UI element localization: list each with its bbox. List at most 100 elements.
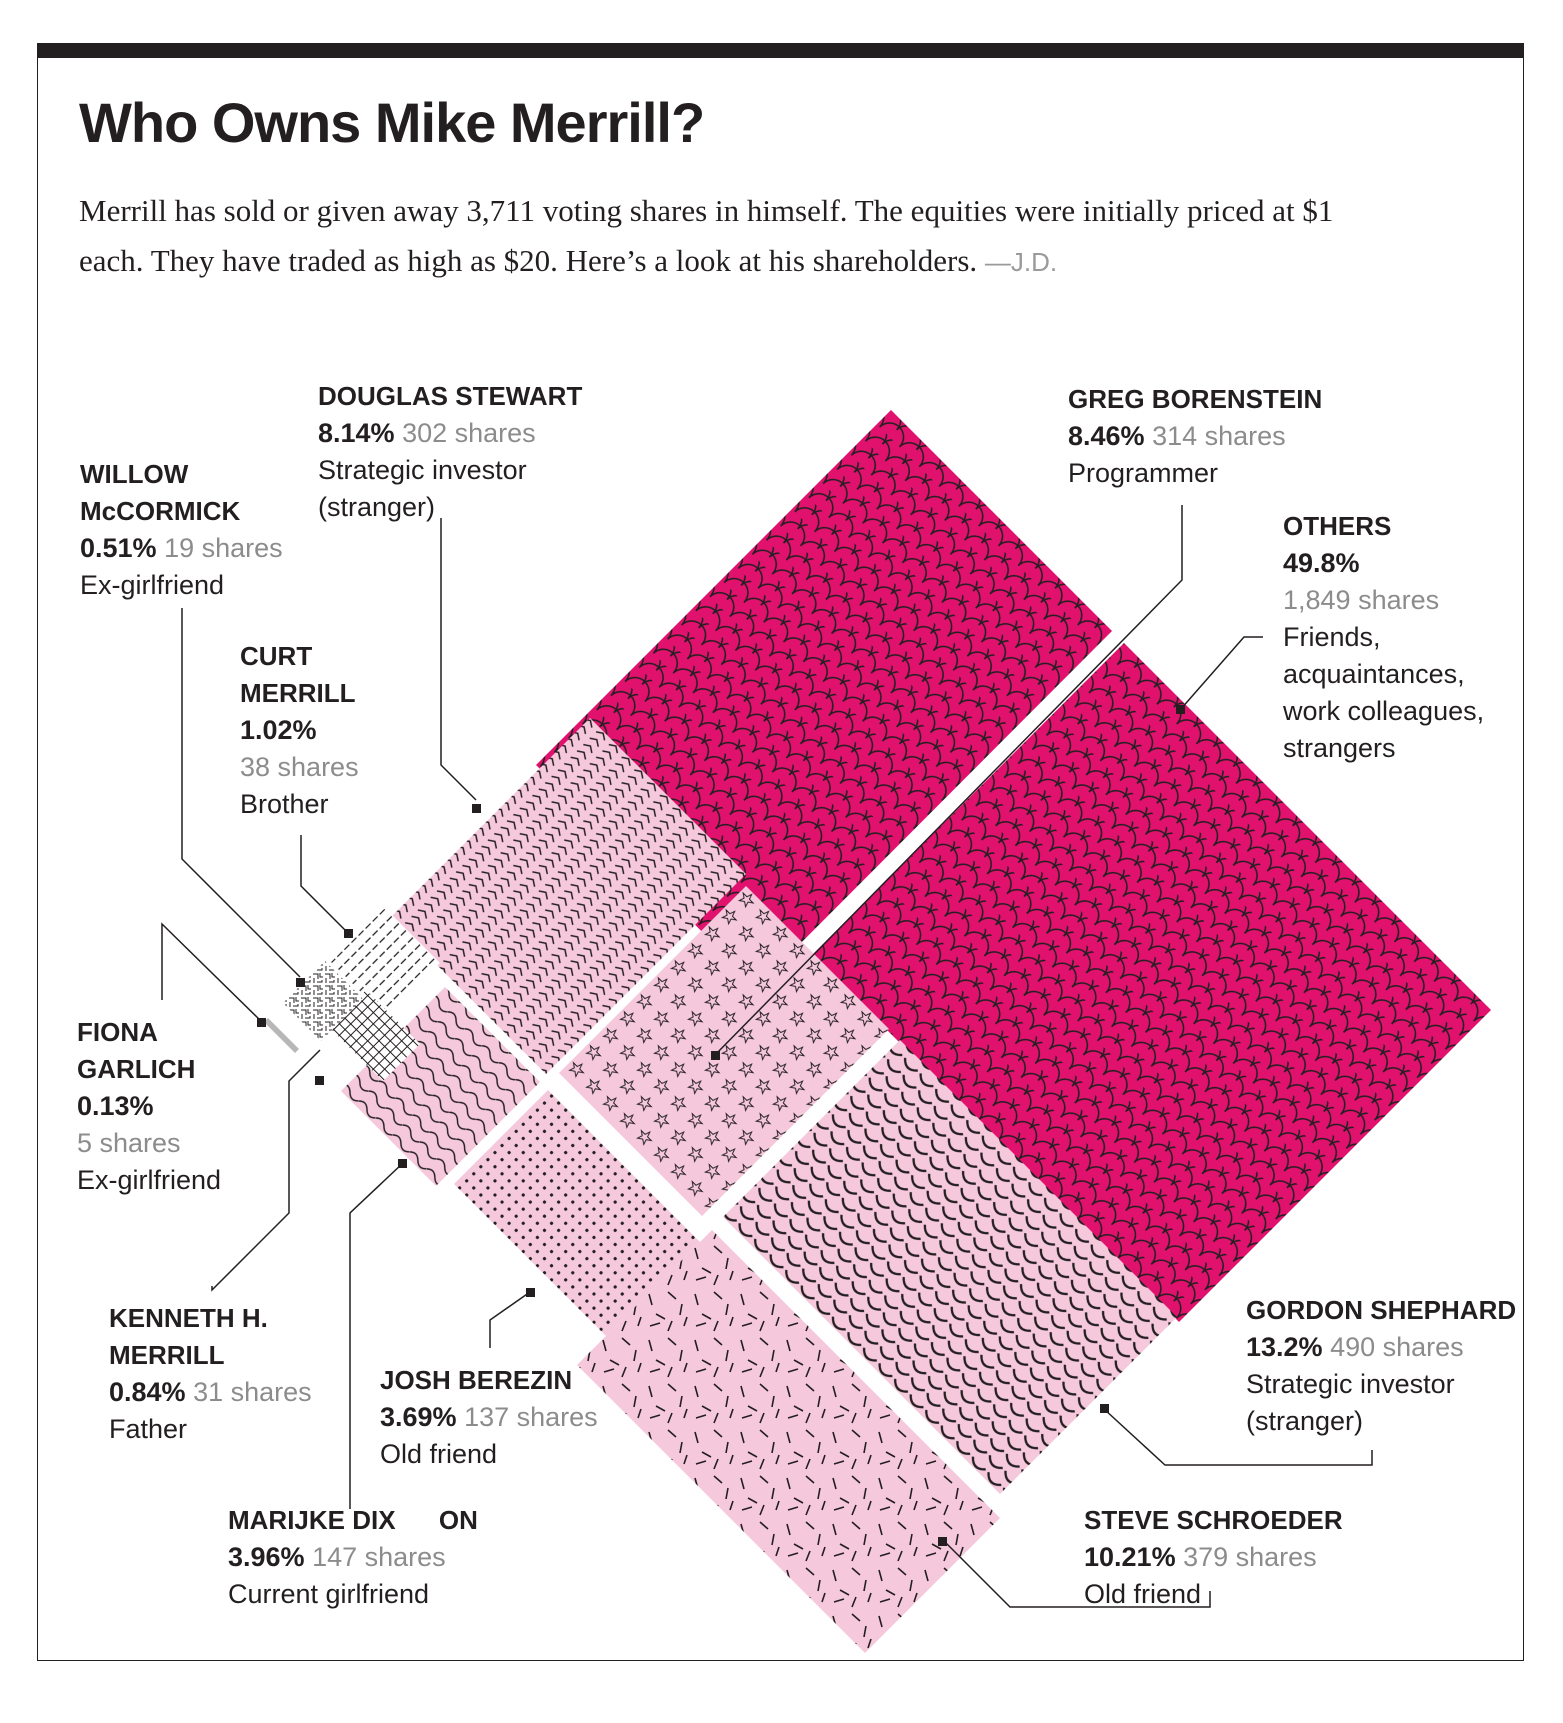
cell-curt-merrill [331,908,440,1017]
holder-percent: 0.84% [109,1377,186,1407]
treemap-cells [264,410,1491,1653]
dot-steve [938,1537,947,1546]
holder-name: STEVE SCHROEDER [1084,1505,1343,1535]
byline: —J.D. [984,247,1058,277]
holder-desc: Father [109,1414,188,1444]
label-willow-mccormick: WILLOW McCORMICK 0.51% 19 shares Ex-girl… [80,456,283,604]
holder-name: FIONA [77,1017,158,1047]
holder-name: McCORMICK [80,496,241,526]
holder-shares: 1,849 shares [1283,585,1440,615]
label-marijke-dixon: MARIJKE DIX ON 3.96% 147 shares Current … [228,1502,478,1613]
holder-percent: 0.51% [80,533,157,563]
leader-dots [257,705,1185,1546]
holder-desc: Ex-girlfriend [80,570,225,600]
holder-name: JOSH BEREZIN [380,1365,573,1395]
holder-name: GARLICH [77,1054,196,1084]
holder-name: GREG BORENSTEIN [1068,384,1323,414]
label-steve-schroeder: STEVE SCHROEDER 10.21% 379 shares Old fr… [1084,1502,1343,1613]
cell-steve-schroeder [577,1230,1000,1653]
graphic-frame [37,43,1524,1661]
leader-kenneth [211,1049,321,1292]
dot-others [1176,705,1185,714]
leader-steve [943,1540,1211,1608]
leader-gordon [1103,1408,1373,1466]
holder-shares: 137 shares [464,1402,598,1432]
leader-josh [489,1291,531,1348]
holder-desc: Old friend [380,1439,498,1469]
dot-gordon [1100,1404,1109,1413]
holder-desc: Ex-girlfriend [77,1165,222,1195]
holder-percent: 13.2% [1246,1332,1323,1362]
cell-willow-mccormick [283,961,363,1041]
holder-shares: 490 shares [1330,1332,1464,1362]
holder-percent: 49.8% [1283,548,1360,578]
holder-desc: (stranger) [318,492,436,522]
holder-desc: acquaintances, [1283,659,1465,689]
top-rule [37,43,1524,58]
holder-desc: Brother [240,789,329,819]
holder-name: OTHERS [1283,511,1392,541]
holder-desc: Strategic investor [318,455,527,485]
cell-josh-berezin [454,1090,700,1336]
holder-shares: 5 shares [77,1128,181,1158]
holder-desc: strangers [1283,733,1396,763]
holder-percent: 3.96% [228,1542,305,1572]
holder-name: WILLOW [80,459,189,489]
holder-name: MARIJKE DIX ON [228,1505,478,1535]
label-josh-berezin: JOSH BEREZIN 3.69% 137 shares Old friend [380,1362,598,1473]
cell-greg-borenstein-stars [559,886,889,1216]
holder-shares: 302 shares [402,418,536,448]
holder-shares: 38 shares [240,752,359,782]
leader-fiona [161,922,263,1023]
holder-shares: 314 shares [1152,421,1286,451]
holder-shares: 147 shares [312,1542,446,1572]
leader-greg [714,505,1183,1056]
dot-curt [344,929,353,938]
leader-others [1179,636,1263,711]
cell-others [812,643,1491,1322]
dot-kenneth [315,1076,324,1085]
label-kenneth-merrill: KENNETH H. MERRILL 0.84% 31 shares Fathe… [109,1300,312,1448]
holder-shares: 379 shares [1183,1542,1317,1572]
label-fiona-garlich: FIONA GARLICH 0.13% 5 shares Ex-girlfrie… [77,1014,221,1199]
intro-text: Merrill has sold or given away 3,711 vot… [79,193,1334,278]
holder-desc: (stranger) [1246,1406,1364,1436]
holder-name: KENNETH H. [109,1303,268,1333]
holder-desc: Old friend [1084,1579,1202,1609]
label-others: OTHERS 49.8% 1,849 shares Friends, acqua… [1283,508,1484,767]
holder-name: GORDON SHEPHARD [1246,1295,1517,1325]
holder-percent: 10.21% [1084,1542,1176,1572]
holder-desc: Programmer [1068,458,1219,488]
cell-marijke-dixon [341,987,540,1186]
label-greg-borenstein: GREG BORENSTEIN 8.46% 314 shares Program… [1068,381,1322,492]
chart-title: Who Owns Mike Merrill? [79,91,705,154]
label-douglas-stewart: DOUGLAS STEWART 8.14% 302 shares Strateg… [318,378,582,526]
holder-desc: Current girlfriend [228,1579,430,1609]
holder-percent: 1.02% [240,715,317,745]
chart-intro: Merrill has sold or given away 3,711 vot… [79,186,1349,287]
holder-name: MERRILL [240,678,356,708]
holder-name: DOUGLAS STEWART [318,381,583,411]
dot-greg [711,1051,720,1060]
dot-willow [296,978,305,987]
leader-curt [300,835,349,934]
cell-douglas-stewart [390,718,746,1074]
dot-josh [526,1288,535,1297]
leader-lines [161,505,1373,1608]
leader-marijke [349,1162,404,1509]
holder-desc: Friends, [1283,622,1381,652]
holder-name: MERRILL [109,1340,225,1370]
leader-willow [181,608,301,978]
holder-desc: work colleagues, [1283,696,1485,726]
holder-percent: 8.46% [1068,421,1145,451]
dot-douglas [472,804,481,813]
holder-name: CURT [240,641,313,671]
cell-kenneth-merrill [329,990,420,1081]
dot-fiona [257,1018,266,1027]
dot-marijke [398,1159,407,1168]
holder-desc: Strategic investor [1246,1369,1455,1399]
cell-gordon-shephard [723,1040,1177,1494]
leader-douglas [440,518,477,801]
label-curt-merrill: CURT MERRILL 1.02% 38 shares Brother [240,638,359,823]
